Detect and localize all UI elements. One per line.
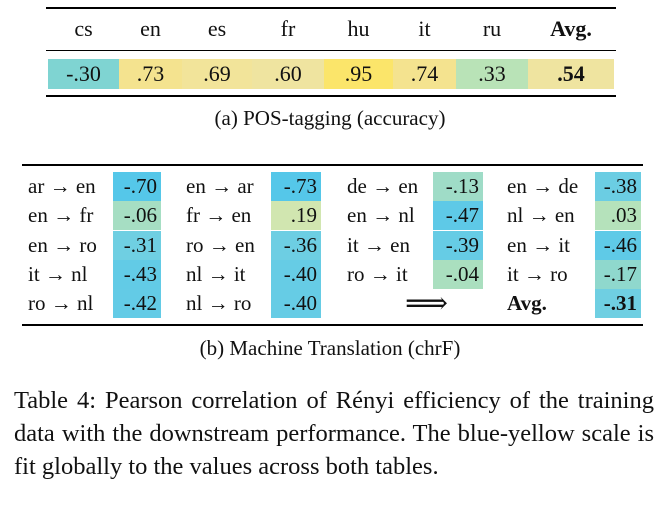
table-b-value-cell: .03 (595, 201, 641, 230)
table-b-pair-label: ro → it (347, 262, 408, 286)
table-b-pair-label: it → en (347, 233, 410, 257)
table-b-pair-label: en → nl (347, 203, 415, 227)
table-b-value-cell: -.47 (433, 201, 483, 230)
table-b-pair-label: de → en (347, 174, 419, 198)
table-a-caption: (a) POS-tagging (accuracy) (214, 106, 446, 130)
table-b-pair-label: ro → en (186, 233, 255, 257)
table-b-value-cell: -.06 (113, 201, 161, 230)
table-a-value-cell: .69 (182, 59, 252, 89)
table-b-value-cell: -.43 (113, 260, 161, 289)
table-a-top-rule (46, 7, 616, 9)
table-b-value-cell: -.42 (113, 289, 161, 318)
table-b-value-cell: -.36 (271, 231, 321, 260)
table-b-bottom-rule (22, 324, 643, 326)
table-b-pair-label: en → de (507, 174, 579, 198)
table-b-pair-label: en → it (507, 233, 570, 257)
table-b-pair-label: nl → en (507, 203, 575, 227)
table-b-value-cell: -.46 (595, 231, 641, 260)
table-a-value-cell: .74 (393, 59, 456, 89)
table-a-header-cell: en (140, 16, 161, 41)
table-a-value-cell: -.30 (48, 59, 119, 89)
table-b-value-cell: -.04 (433, 260, 483, 289)
table-a-value-cell: .95 (324, 59, 393, 89)
table-a-header-cell: es (207, 16, 227, 41)
table-a-value-cell: .60 (252, 59, 324, 89)
table-a-mid-rule (46, 50, 616, 52)
table-b-value-cell: -.39 (433, 231, 483, 260)
table-b-pair-label: en → fr (28, 203, 94, 227)
table-b-value-cell: -.73 (271, 172, 321, 201)
table-b-value-cell: -.31 (113, 231, 161, 260)
table-b-pair-label: en → ar (186, 174, 254, 198)
table-b-avg-value: -.31 (595, 289, 641, 318)
table-b-value-cell: -.40 (271, 289, 321, 318)
table-b-avg-label: Avg. (507, 291, 547, 315)
table-b-value-cell: .19 (271, 201, 321, 230)
table-b-pair-label: fr → en (186, 203, 252, 227)
table-b-caption: (b) Machine Translation (chrF) (199, 336, 461, 360)
table-b-pair-label: ro → nl (28, 291, 94, 315)
table-a-header-cell: it (418, 16, 431, 41)
table-b-pair-label: nl → ro (186, 291, 252, 315)
table-b-value-cell: -.40 (271, 260, 321, 289)
table-b-value-cell: -.13 (433, 172, 483, 201)
table-b-value-cell: -.17 (595, 260, 641, 289)
table-b-pair-label: en → ro (28, 233, 97, 257)
table-b-top-rule (22, 164, 643, 166)
table-b-pair-label: nl → it (186, 262, 246, 286)
table-b-value-cell: -.70 (113, 172, 161, 201)
table-b-pair-label: ar → en (28, 174, 96, 198)
table-a-header-cell: Avg. (550, 16, 592, 41)
implies-arrow-icon: ⟹ (405, 287, 449, 320)
table-b-pair-label: it → nl (28, 262, 88, 286)
table-a-header-cell: cs (74, 16, 93, 41)
table-a-value-cell: .33 (456, 59, 528, 89)
table-a-header-cell: fr (280, 16, 296, 41)
table-a-value-cell: .73 (119, 59, 182, 89)
table-a-bottom-rule (46, 95, 616, 97)
table-a-value-cell: .54 (528, 59, 614, 89)
table-b-pair-label: it → ro (507, 262, 568, 286)
table-a-header-cell: ru (482, 16, 502, 41)
table-a-header-cell: hu (347, 16, 370, 41)
table-b-value-cell: -.38 (595, 172, 641, 201)
table-caption-paragraph: Table 4: Pearson correlation of Rényi ef… (14, 387, 654, 480)
